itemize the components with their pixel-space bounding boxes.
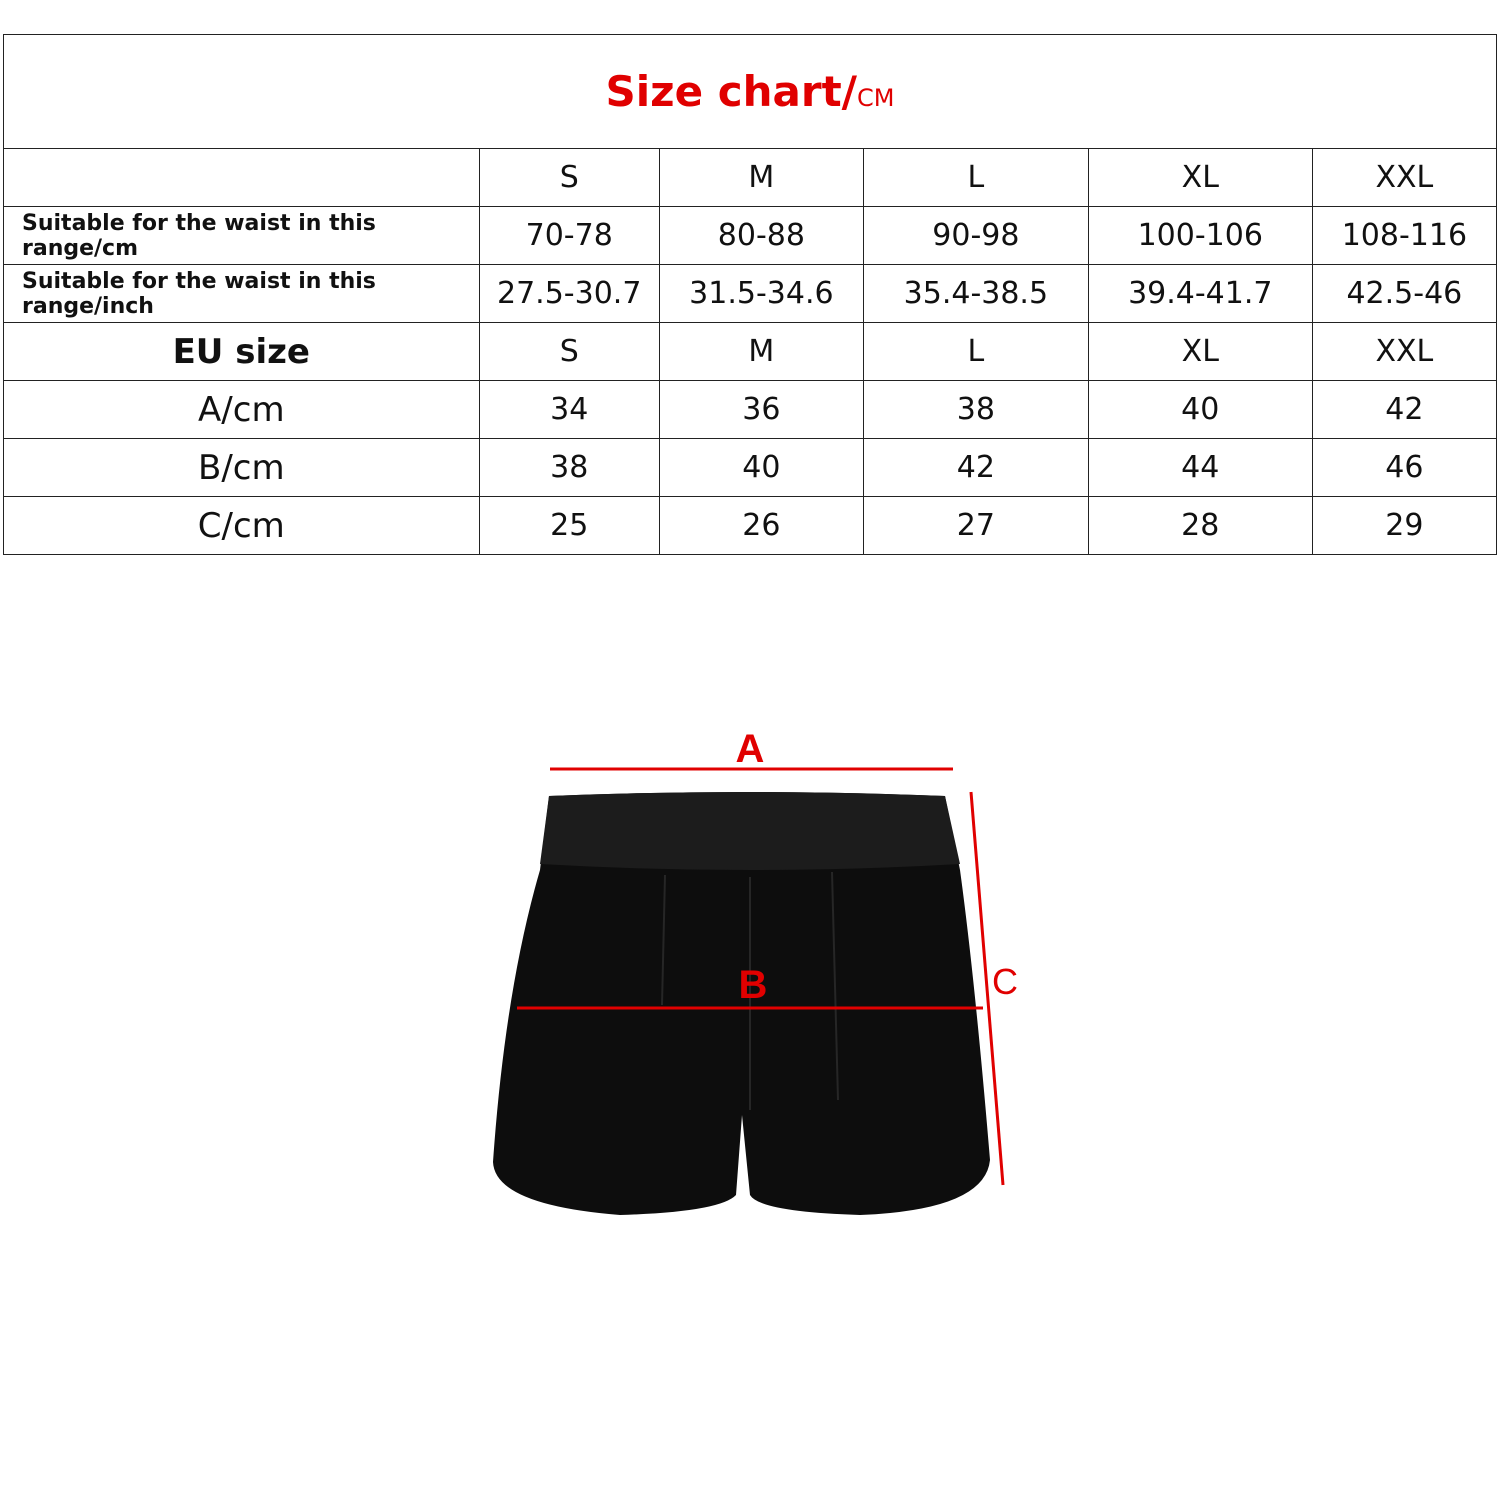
- value-cell: 26: [658, 496, 864, 555]
- value-cell: L: [862, 322, 1089, 381]
- value-cell: 39.4-41.7: [1087, 264, 1313, 323]
- header-cell: XL: [1087, 148, 1313, 207]
- header-cell: S: [478, 148, 660, 207]
- value-cell: S: [478, 322, 660, 381]
- value-cell: 44: [1087, 438, 1313, 497]
- table-row: Suitable for the waist in this range/inc…: [3, 264, 1498, 323]
- shorts-illustration: [493, 792, 990, 1215]
- value-cell: 34: [478, 380, 660, 439]
- value-cell: 35.4-38.5: [862, 264, 1089, 323]
- title-text: Size chart/: [605, 67, 857, 116]
- value-cell: 42.5-46: [1311, 264, 1498, 323]
- header-cell: XXL: [1311, 148, 1498, 207]
- label-a: A: [736, 727, 765, 771]
- value-cell: 27: [862, 496, 1089, 555]
- value-cell: 70-78: [478, 206, 660, 265]
- value-cell: 80-88: [658, 206, 864, 265]
- value-cell: 29: [1311, 496, 1498, 555]
- value-cell: 46: [1311, 438, 1498, 497]
- value-cell: 40: [1087, 380, 1313, 439]
- measure-line-c: [969, 791, 1005, 1186]
- value-cell: 38: [478, 438, 660, 497]
- value-cell: 40: [658, 438, 864, 497]
- value-cell: 38: [862, 380, 1089, 439]
- row-label: C/cm: [3, 496, 480, 555]
- value-cell: 42: [1311, 380, 1498, 439]
- value-cell: 27.5-30.7: [478, 264, 660, 323]
- table-row: C/cm 25 26 27 28 29: [3, 496, 1498, 555]
- table-row: A/cm 34 36 38 40 42: [3, 380, 1498, 439]
- title-unit: CM: [857, 84, 895, 112]
- size-chart-table: Size chart/CM S M L XL XXL Suitable for the w…: [3, 34, 1498, 555]
- value-cell: 25: [478, 496, 660, 555]
- chart-title: Size chart/CM: [3, 34, 1497, 149]
- row-label: A/cm: [3, 380, 480, 439]
- value-cell: 100-106: [1087, 206, 1313, 265]
- value-cell: 108-116: [1311, 206, 1498, 265]
- value-cell: 42: [862, 438, 1089, 497]
- label-c: C: [992, 961, 1018, 1002]
- value-cell: XL: [1087, 322, 1313, 381]
- value-cell: M: [658, 322, 864, 381]
- row-label: B/cm: [3, 438, 480, 497]
- value-cell: 31.5-34.6: [658, 264, 864, 323]
- label-b: B: [739, 963, 768, 1007]
- row-label: Suitable for the waist in this range/inc…: [3, 264, 480, 323]
- value-cell: 28: [1087, 496, 1313, 555]
- table-row: B/cm 38 40 42 44 46: [3, 438, 1498, 497]
